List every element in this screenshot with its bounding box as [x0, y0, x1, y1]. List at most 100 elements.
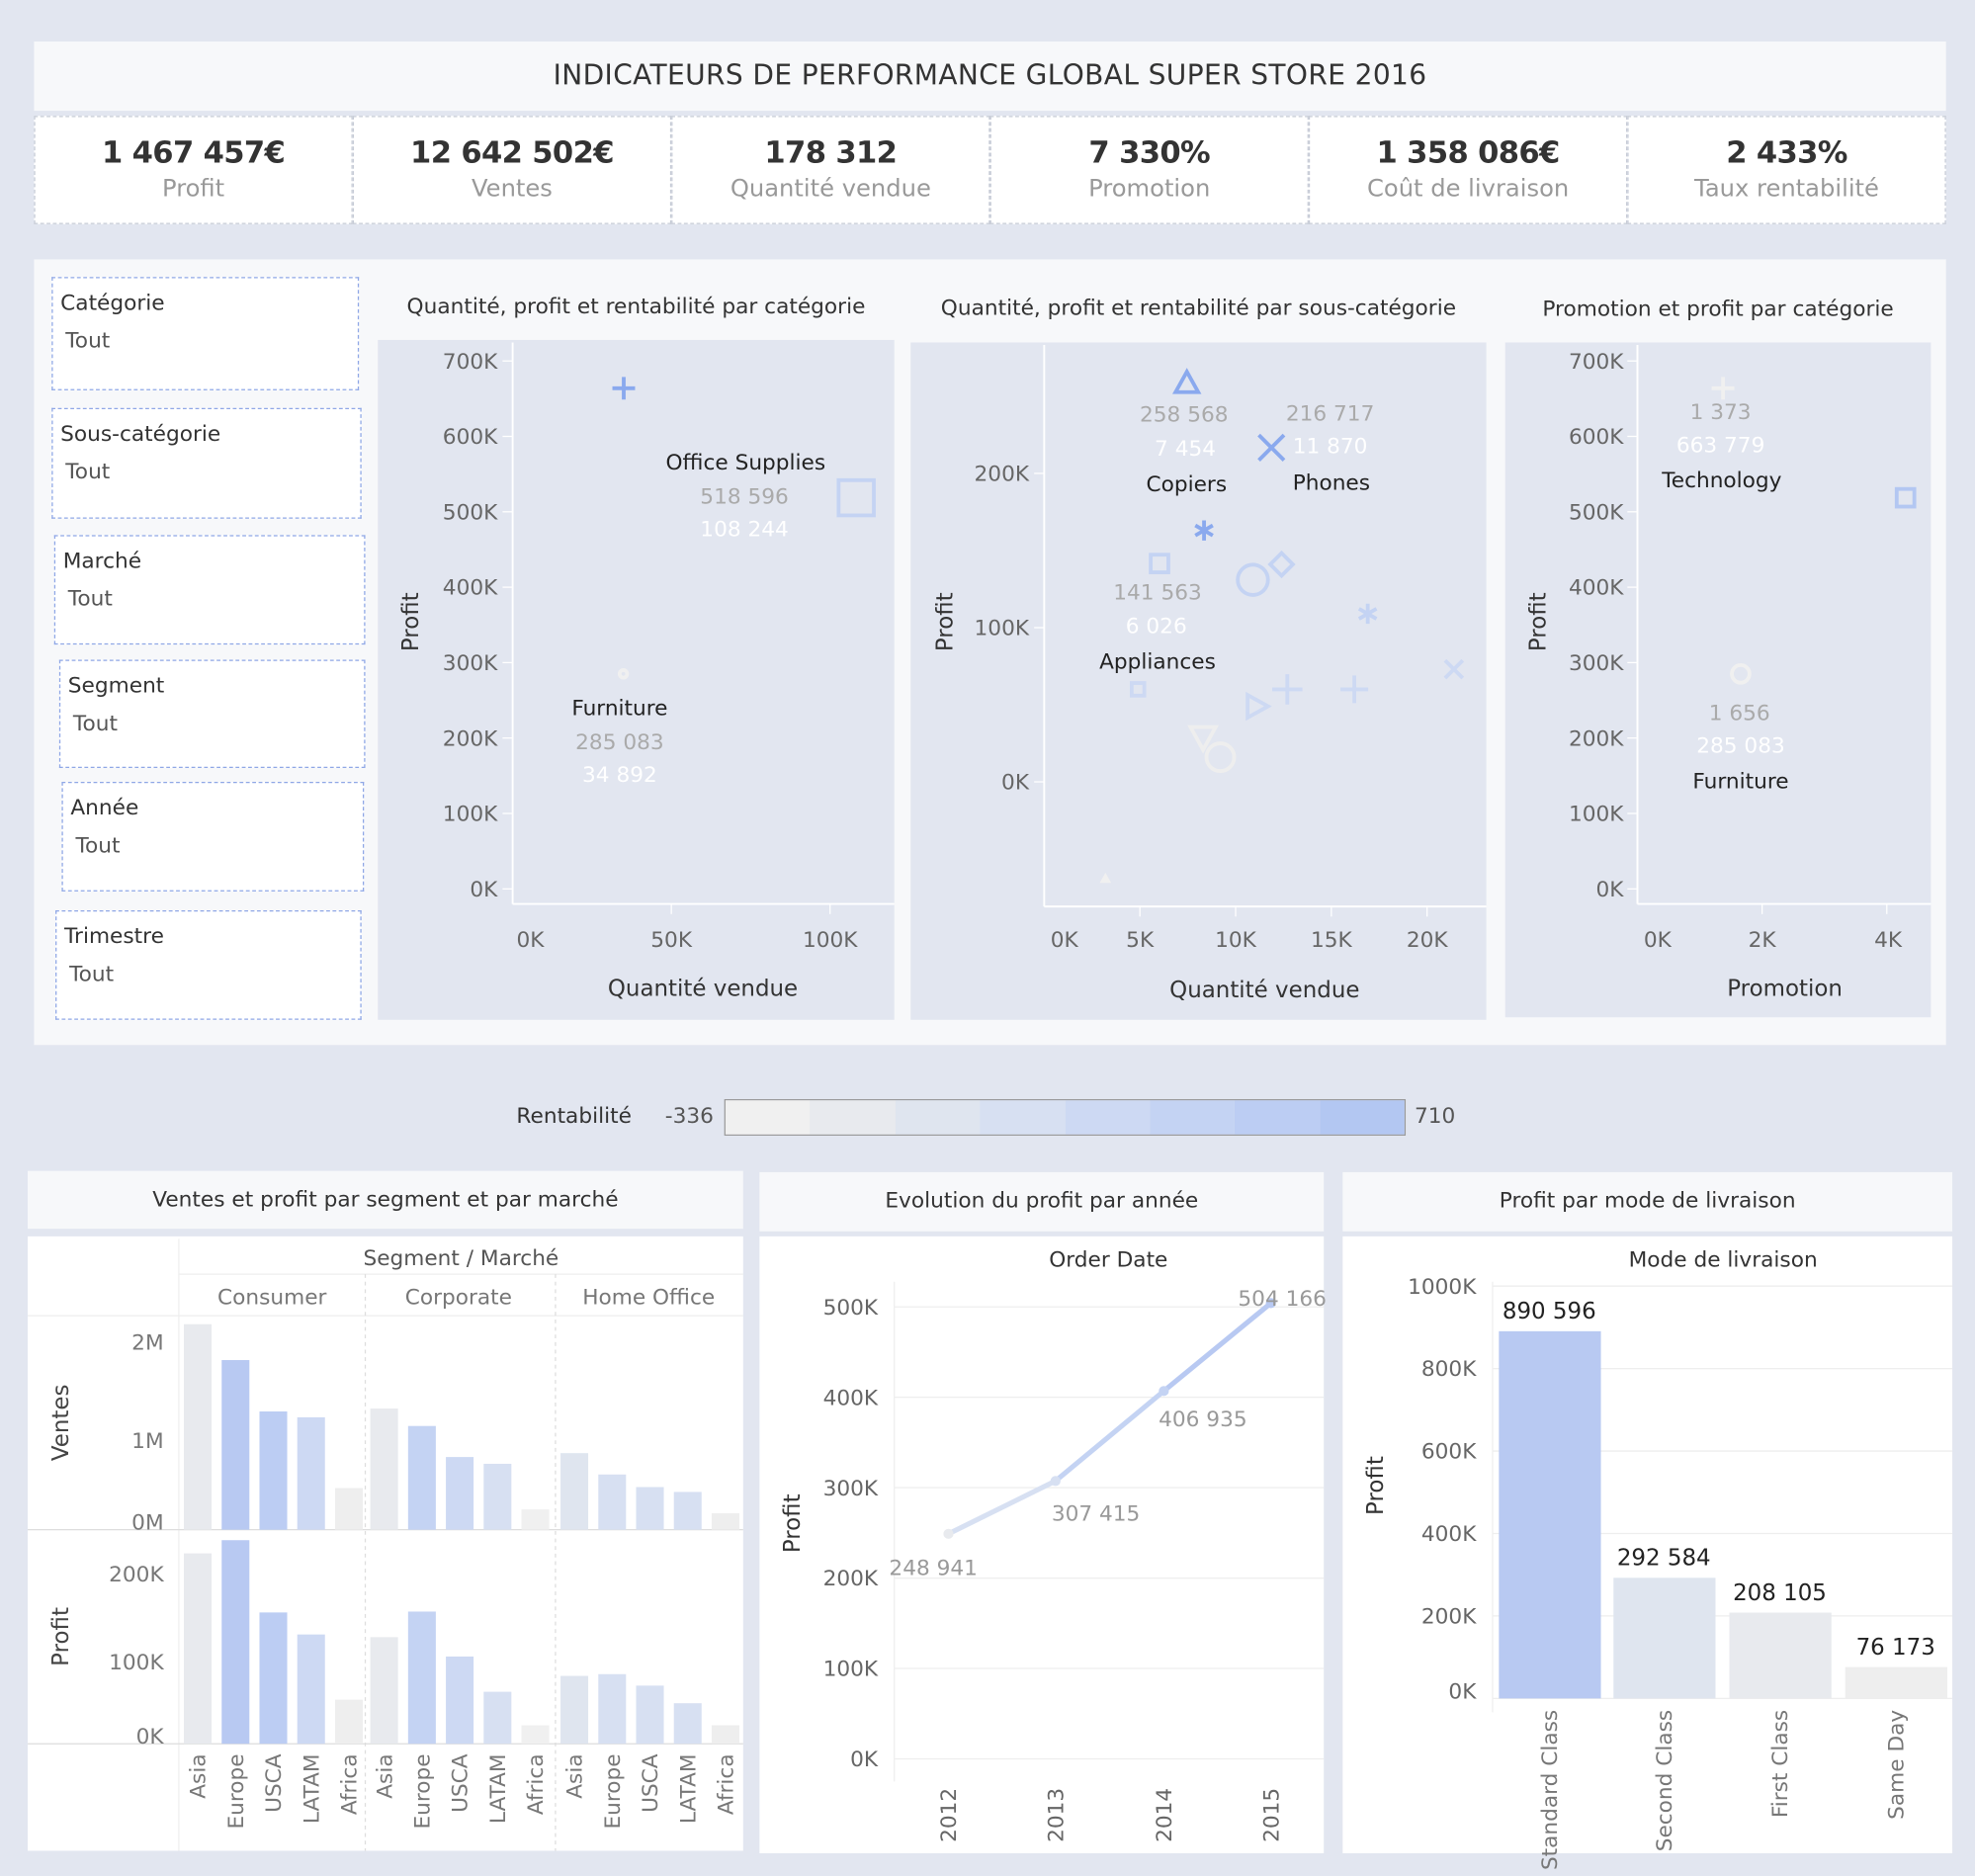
filter-value[interactable]: Tout	[69, 962, 115, 987]
x-tick-label: 2013	[1044, 1788, 1069, 1842]
bar-asia	[370, 1408, 398, 1530]
column-header: Mode de livraison	[1629, 1247, 1818, 1272]
market-label: Africa	[715, 1753, 739, 1815]
y-tick-label: 200K	[109, 1563, 164, 1587]
bar-asia	[184, 1323, 213, 1530]
market-label: Africa	[338, 1753, 363, 1815]
y-tick-label: 0K	[1448, 1679, 1477, 1704]
bar-latam	[673, 1492, 702, 1530]
y-tick-label: 600K	[1421, 1440, 1477, 1465]
filter-value[interactable]: Tout	[65, 328, 111, 354]
legend-swatch	[725, 1100, 811, 1135]
point-value: 6 026	[1126, 615, 1187, 640]
filter-segment[interactable]: Segment Tout	[58, 659, 366, 769]
data-label: 248 941	[889, 1557, 978, 1581]
point-value: 216 717	[1286, 401, 1375, 426]
market-label: LATAM	[486, 1753, 511, 1824]
legend-min: -336	[664, 1104, 714, 1130]
kpi-value: 12 642 502€	[410, 134, 614, 170]
point-triangle-right	[1245, 691, 1272, 722]
page-title: INDICATEURS DE PERFORMANCE GLOBAL SUPER …	[34, 42, 1946, 112]
kpi-quantite: 178 312 Quantité vendue	[671, 116, 990, 224]
data-label: 504 166	[1238, 1287, 1327, 1312]
y-axis-title-profit: Profit	[48, 1607, 74, 1666]
x-tick-label: 50K	[650, 928, 693, 953]
bar-africa	[711, 1512, 739, 1530]
legend-max: 710	[1414, 1104, 1456, 1130]
point-value: 34 892	[582, 763, 657, 788]
bar-europe	[598, 1673, 627, 1745]
y-tick-label: 200K	[975, 463, 1030, 487]
filter-value[interactable]: Tout	[75, 833, 121, 859]
x-tick-label: 20K	[1407, 928, 1449, 953]
y-tick-label: 100K	[443, 803, 498, 827]
bar-latam	[673, 1703, 702, 1745]
point-value: 518 596	[700, 485, 789, 510]
kpi-value: 1 467 457€	[102, 134, 286, 170]
line-point	[943, 1528, 954, 1539]
filter-value[interactable]: Tout	[67, 586, 113, 613]
filter-value[interactable]: Tout	[72, 711, 118, 737]
y-tick-label: 100K	[975, 617, 1030, 641]
filter-sous-categorie[interactable]: Sous-catégorie Tout	[51, 407, 362, 519]
market-label: USCA	[449, 1753, 473, 1813]
point-value: 1 656	[1709, 702, 1770, 726]
y-tick-label: 500K	[823, 1296, 879, 1321]
data-label: 890 596	[1503, 1299, 1596, 1324]
x-tick-label: 10K	[1215, 928, 1257, 953]
bar-europe	[598, 1474, 627, 1530]
market-label: LATAM	[300, 1753, 324, 1824]
point-square	[1129, 681, 1147, 698]
point-square	[836, 477, 876, 518]
market-label: Asia	[187, 1753, 212, 1798]
bar-usca	[446, 1457, 474, 1530]
y-tick-label: 200K	[1421, 1605, 1477, 1630]
filter-categorie[interactable]: Catégorie Tout	[51, 277, 360, 390]
filter-marche[interactable]: Marché Tout	[53, 535, 366, 645]
y-tick-label: 400K	[1421, 1522, 1477, 1547]
x-axis-title: Quantité vendue	[1169, 978, 1359, 1003]
y-tick-label: 600K	[1569, 425, 1624, 450]
kpi-value: 1 358 086€	[1376, 134, 1561, 170]
point-circle	[1730, 662, 1752, 685]
y-tick-label: 400K	[443, 576, 498, 601]
legend-swatch	[1319, 1100, 1405, 1135]
filter-value[interactable]: Tout	[65, 459, 111, 485]
x-tick-label: Same Day	[1884, 1710, 1909, 1820]
bar-asia	[370, 1637, 398, 1745]
point-plus	[1340, 675, 1369, 704]
y-tick-label: 1000K	[1408, 1275, 1477, 1300]
bar-africa	[521, 1725, 550, 1745]
y-tick-label: 100K	[109, 1651, 164, 1675]
point-circle	[1236, 562, 1270, 597]
bar-first-class	[1729, 1612, 1832, 1699]
market-label: Africa	[524, 1753, 549, 1815]
line-segment	[1161, 1301, 1273, 1394]
filter-label: Sous-catégorie	[60, 421, 221, 448]
point-label: Phones	[1293, 471, 1370, 496]
point-value: 141 563	[1113, 580, 1202, 605]
point-circle	[1204, 741, 1237, 773]
kpi-label: Promotion	[1088, 175, 1211, 204]
bar-asia	[184, 1553, 213, 1745]
filter-label: Segment	[67, 673, 165, 699]
filter-trimestre[interactable]: Trimestre Tout	[55, 909, 362, 1020]
chart-title-sous-categorie: Quantité, profit et rentabilité par sous…	[910, 277, 1487, 340]
chart-title-segment-marche: Ventes et profit par segment et par marc…	[28, 1170, 743, 1230]
point-label: Furniture	[571, 697, 667, 722]
filter-annee[interactable]: Année Tout	[61, 782, 365, 892]
bar-europe	[221, 1540, 250, 1745]
data-label: 406 935	[1159, 1407, 1247, 1432]
point-asterisk	[1194, 520, 1214, 541]
y-tick-label: 2M	[131, 1331, 163, 1356]
line-segment	[1054, 1389, 1166, 1484]
bar-segment-marche-area	[28, 1236, 743, 1851]
bar-latam	[297, 1416, 325, 1530]
line-point	[1265, 1298, 1276, 1309]
y-tick-label: 300K	[1569, 651, 1624, 676]
point-label: Copiers	[1147, 472, 1228, 497]
kpi-promotion: 7 330% Promotion	[989, 116, 1309, 224]
market-label: Europe	[411, 1753, 436, 1829]
bar-europe	[221, 1360, 250, 1530]
